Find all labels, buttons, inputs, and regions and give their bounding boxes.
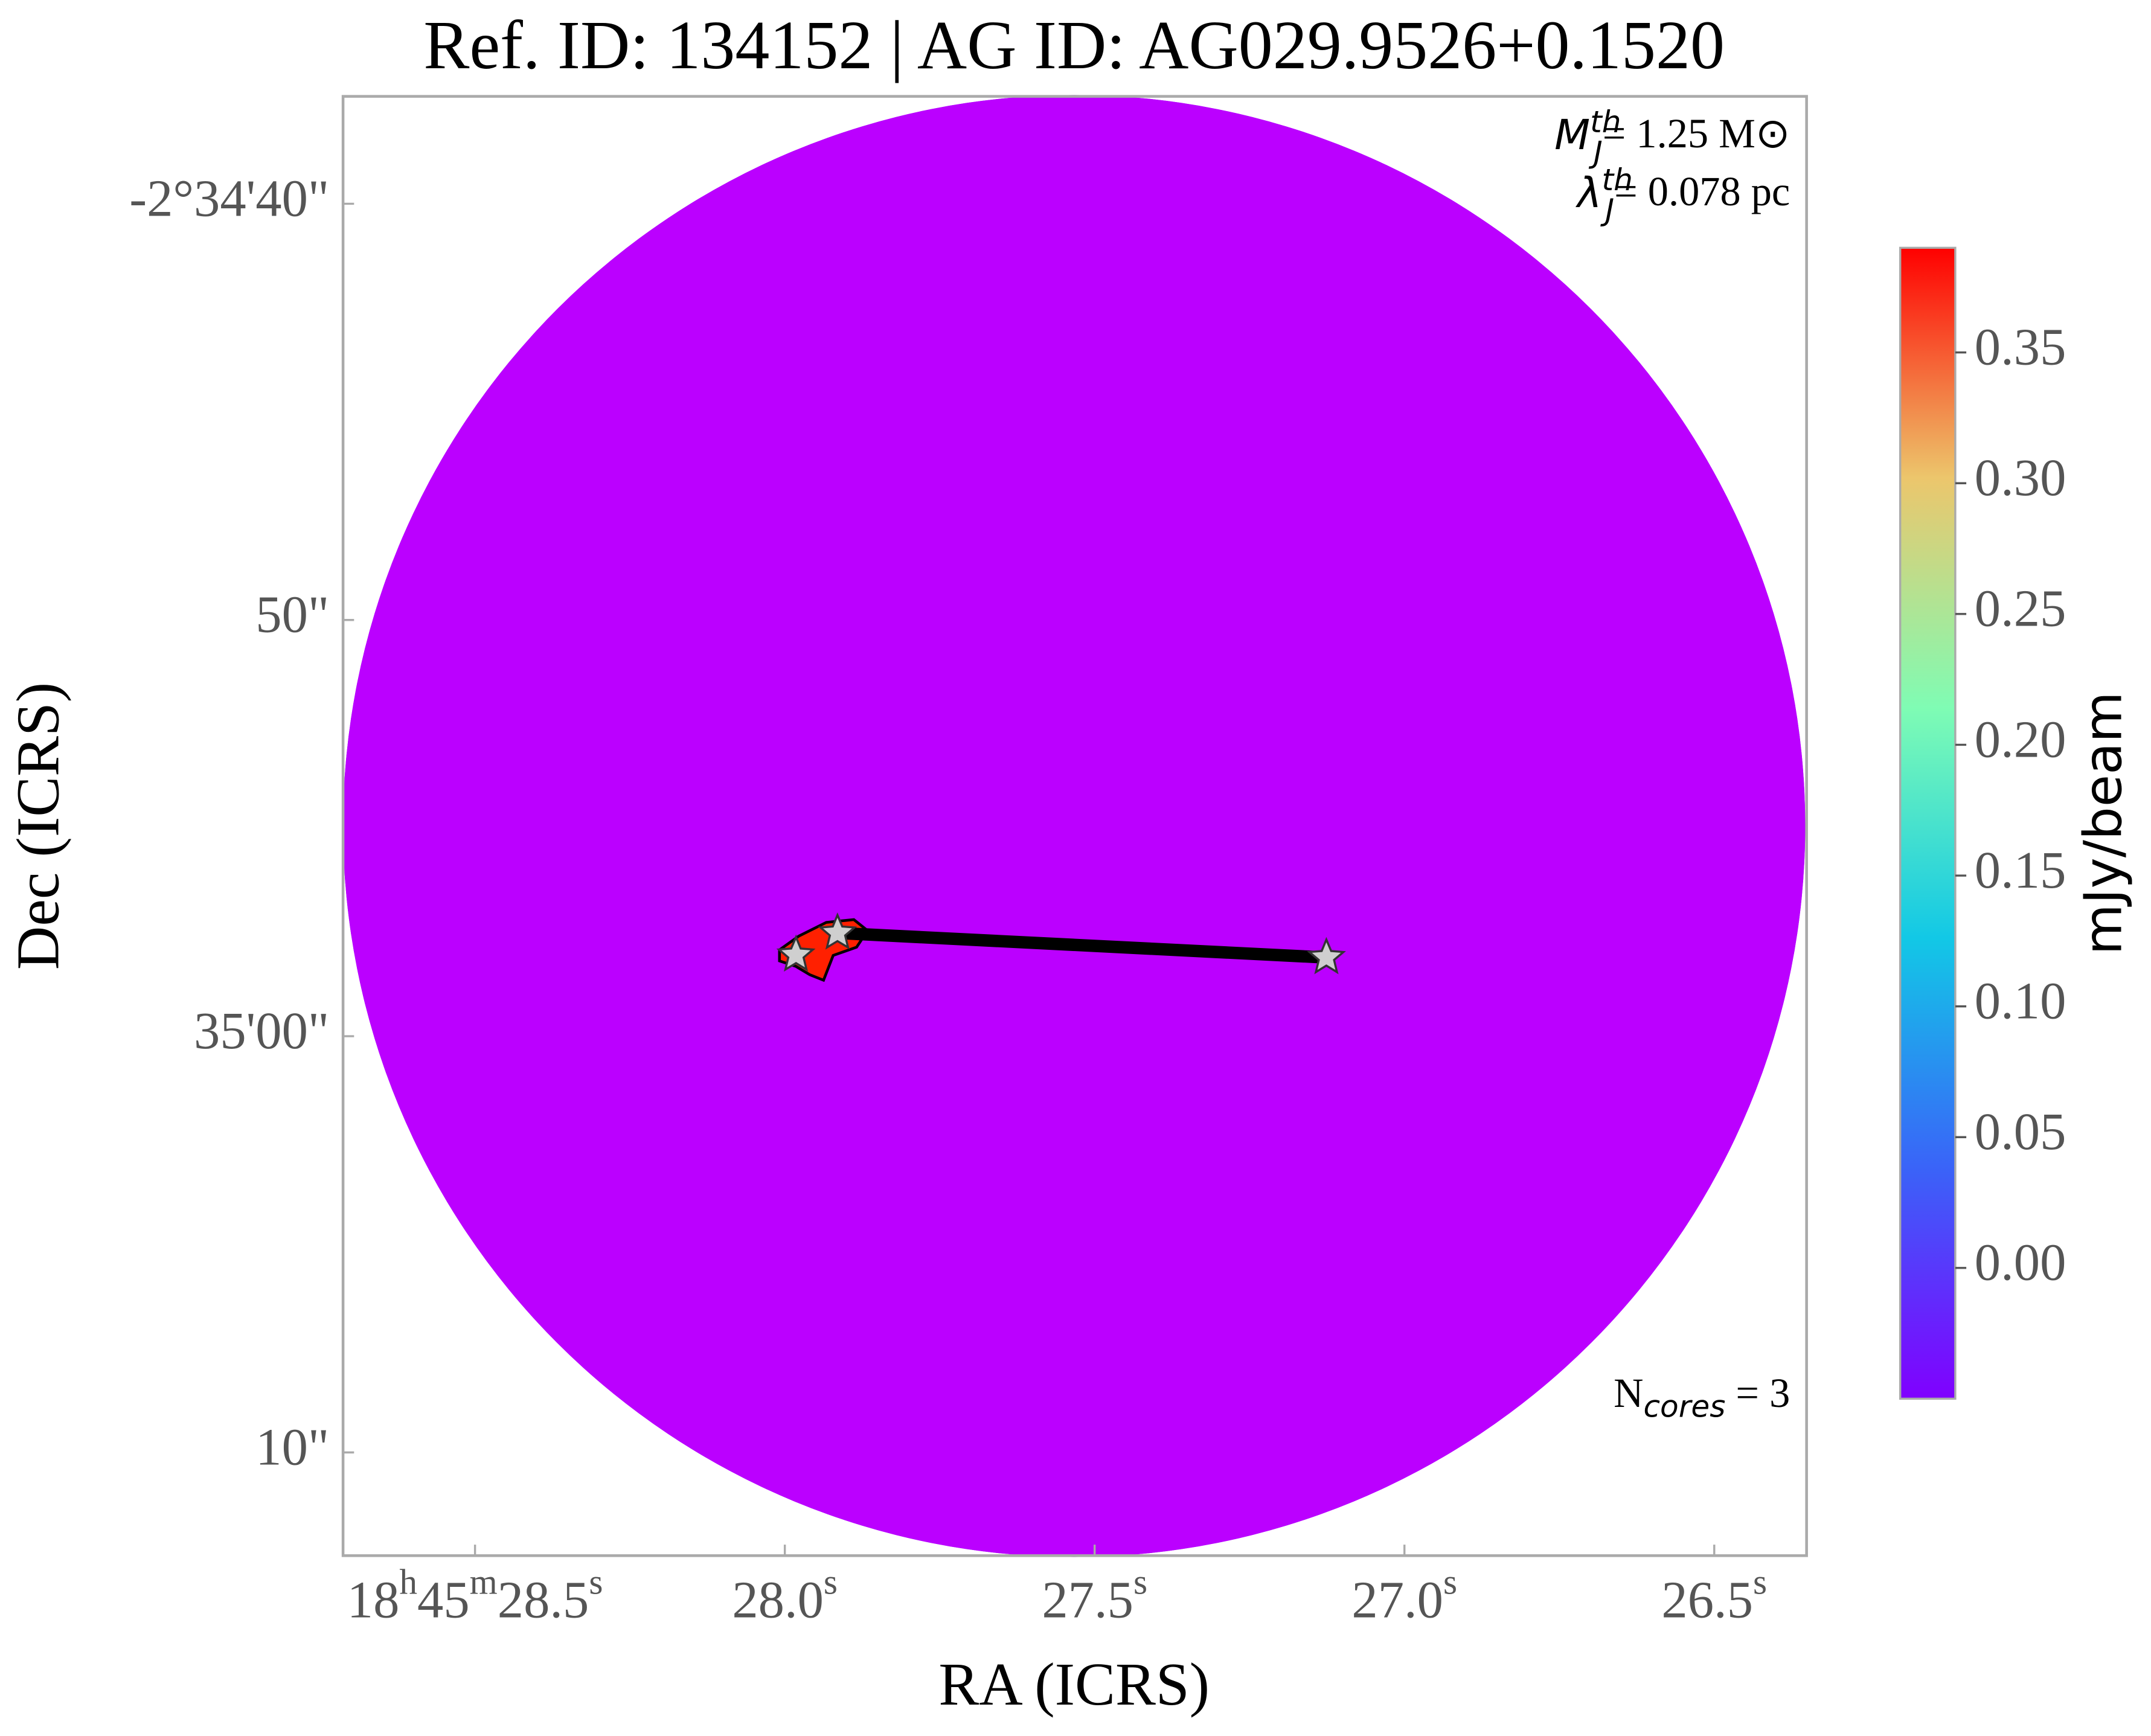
core-marker bbox=[818, 912, 858, 950]
annotation-text: = 1.25 M⊙ bbox=[1603, 111, 1790, 156]
annotation-symbol: N bbox=[1614, 1370, 1643, 1416]
core-marker bbox=[776, 934, 816, 972]
annotation: Ncores = 3 bbox=[1614, 1370, 1790, 1424]
colorbar-tick-label: 0.15 bbox=[1975, 841, 2066, 899]
annotation-sup: th bbox=[1590, 104, 1621, 139]
annotation-sup: th bbox=[1601, 161, 1632, 197]
x-axis-label: RA (ICRS) bbox=[938, 1651, 1210, 1718]
colorbar-tick-label: 0.00 bbox=[1975, 1234, 2066, 1292]
y-tick-label: 50" bbox=[255, 586, 329, 644]
core-marker bbox=[1307, 937, 1346, 975]
colorbar-label: mJy/beam bbox=[2074, 691, 2134, 955]
map-noise bbox=[343, 95, 1806, 1557]
chart-title: Ref. ID: 134152 | AG ID: AG029.9526+0.15… bbox=[423, 7, 1725, 83]
y-tick-label: -2°34'40" bbox=[129, 169, 329, 227]
colorbar-tick-label: 0.30 bbox=[1975, 449, 2066, 507]
annotation-text: = 0.078 pc bbox=[1614, 168, 1790, 214]
y-tick-label: 35'00" bbox=[194, 1002, 329, 1060]
colorbar-tick-label: 0.20 bbox=[1975, 710, 2066, 768]
emission-map bbox=[343, 95, 1806, 1557]
annotation-symbol: λ bbox=[1576, 169, 1601, 217]
y-axis-label: Dec (ICRS) bbox=[4, 682, 71, 970]
annotation: Mth J= 1.25 M⊙ bbox=[1554, 104, 1790, 170]
y-tick-label: 10" bbox=[255, 1418, 329, 1476]
annotation-sub: cores bbox=[1644, 1388, 1726, 1424]
colorbar bbox=[1899, 246, 1957, 1400]
x-tick-label: 18h45m28.5s bbox=[347, 1561, 603, 1629]
colorbar-tick-label: 0.05 bbox=[1975, 1103, 2066, 1161]
x-tick-label: 26.5s bbox=[1661, 1561, 1767, 1629]
axes-frame bbox=[341, 95, 1808, 1557]
colorbar-tick-label: 0.35 bbox=[1975, 318, 2066, 376]
x-tick-label: 28.0s bbox=[732, 1561, 838, 1629]
colorbar-tick-label: 0.10 bbox=[1975, 972, 2066, 1030]
core-link bbox=[837, 926, 1327, 964]
x-tick-label: 27.5s bbox=[1042, 1561, 1147, 1629]
annotation-symbol: M bbox=[1554, 112, 1590, 159]
annotation-text: = 3 bbox=[1725, 1370, 1790, 1416]
x-tick-label: 27.0s bbox=[1351, 1561, 1457, 1629]
annotation: λth J= 0.078 pc bbox=[1576, 161, 1790, 227]
colorbar-tick-label: 0.25 bbox=[1975, 580, 2066, 638]
